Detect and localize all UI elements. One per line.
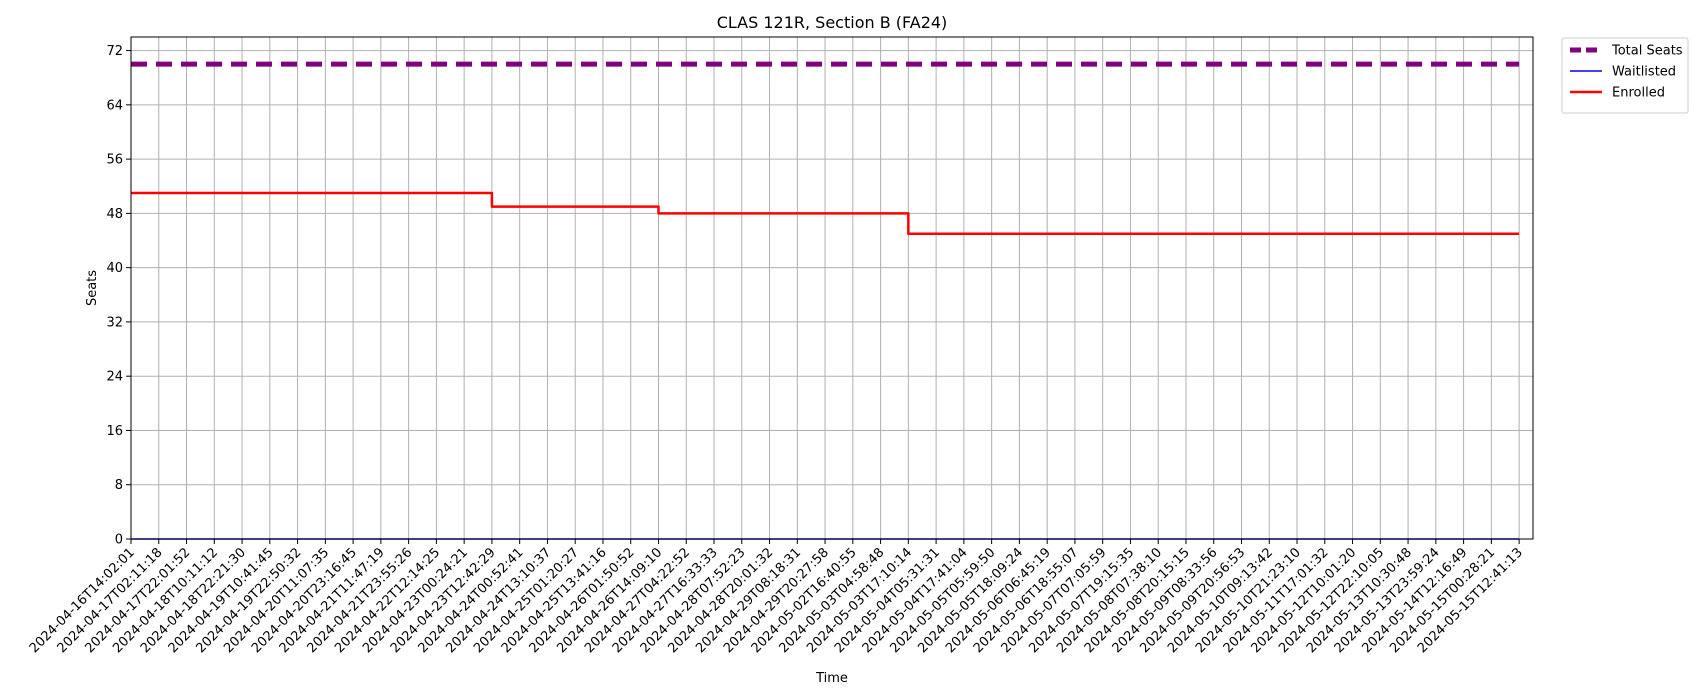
legend-entry-label: Total Seats: [1611, 44, 1683, 59]
grid: [130, 37, 1533, 540]
y-tick-label: 48: [106, 207, 123, 222]
y-tick-label: 32: [106, 315, 123, 330]
y-axis-label: Seats: [85, 270, 100, 306]
legend: Total Seats Waitlisted Enrolled: [1561, 37, 1689, 114]
chart-title: CLAS 121R, Section B (FA24): [717, 13, 948, 32]
x-axis-label: Time: [815, 671, 848, 686]
series-enrolled-line: [131, 191, 1520, 235]
y-tick-label: 24: [106, 370, 123, 385]
legend-entry-label: Waitlisted: [1612, 65, 1676, 80]
legend-box: [1561, 37, 1689, 114]
y-tick-label: 72: [106, 44, 123, 59]
y-axis-ticks: 0 8 16 24 32 40 48 56 64 72: [106, 44, 131, 548]
y-tick-label: 0: [115, 533, 123, 548]
y-tick-label: 64: [106, 98, 123, 113]
legend-entry-label: Enrolled: [1612, 86, 1665, 101]
plot-area-frame: [130, 36, 1534, 540]
y-tick-label: 8: [115, 478, 123, 493]
x-axis-ticks: 2024-04-16T14:02:012024-04-17T02:11:1820…: [27, 539, 1526, 656]
y-tick-label: 40: [106, 261, 123, 276]
y-tick-label: 16: [106, 424, 123, 439]
y-tick-label: 56: [106, 153, 123, 168]
